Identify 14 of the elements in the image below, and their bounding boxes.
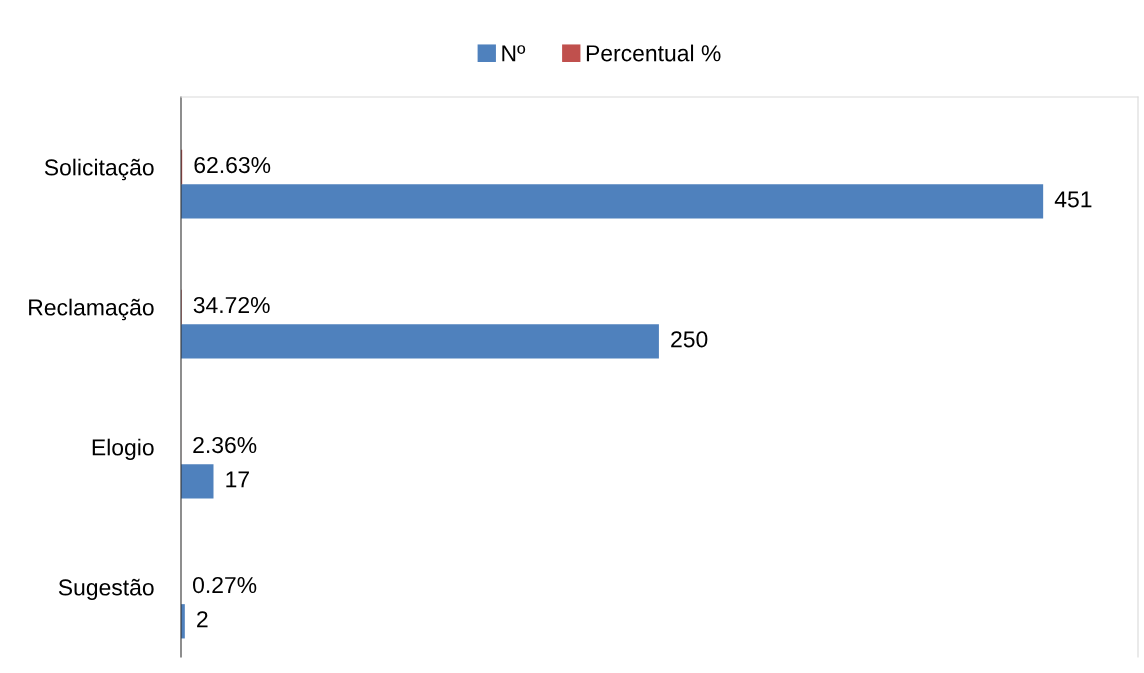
data-label: 62.63% <box>194 156 271 174</box>
y-tick-label: Sugestão <box>58 578 154 601</box>
data-label: 2 <box>197 611 208 628</box>
data-label: 0.27% <box>193 576 257 594</box>
data-label: 250 <box>671 331 708 348</box>
data-label: 34.72% <box>193 296 270 314</box>
y-tick-label: Elogio <box>92 438 154 461</box>
data-label: 17 <box>226 471 249 488</box>
data-label: 2.36% <box>193 436 257 454</box>
y-tick-label: Reclamação <box>29 298 154 321</box>
legend-label: Nº <box>502 45 526 62</box>
data-label: 451 <box>1054 191 1092 208</box>
y-tick-label: Solicitação <box>44 158 154 181</box>
legend-label: Percentual % <box>586 44 721 62</box>
